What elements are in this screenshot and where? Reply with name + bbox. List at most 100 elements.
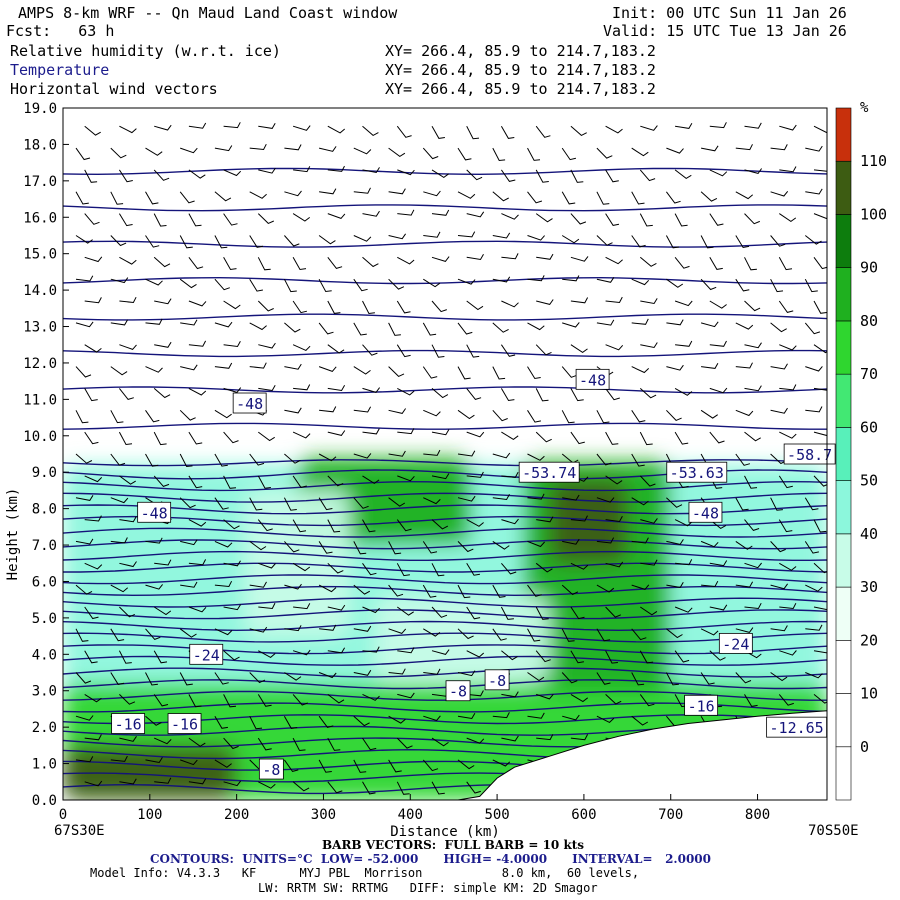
- wind-barb-479: [666, 319, 684, 326]
- wind-barb-563: [527, 235, 545, 241]
- wind-barb-594: [75, 191, 89, 205]
- wind-barb-498: [570, 297, 589, 304]
- wind-barb-161: [319, 624, 337, 631]
- contour-label-box-12: [258, 758, 284, 780]
- wind-barb-583: [466, 211, 485, 218]
- wind-barb-319: [466, 471, 484, 478]
- wind-barb-143: [466, 650, 485, 658]
- wind-barb-596: [145, 191, 159, 205]
- wind-barb-465: [180, 319, 198, 326]
- wind-barb-208: [422, 584, 437, 598]
- y-tick-label-12: 12.0: [23, 356, 57, 372]
- wind-barb-275: [466, 519, 484, 527]
- wind-barb-585: [535, 213, 553, 223]
- wind-barb-577: [257, 213, 274, 224]
- isotherm-22: [63, 527, 827, 538]
- isotherm-30: [63, 386, 827, 394]
- wind-barb-154: [75, 628, 89, 642]
- wind-barb-426: [353, 366, 371, 375]
- wind-barb-229: [396, 563, 410, 577]
- contour-label-12: -8: [262, 761, 280, 779]
- wind-barb-103: [605, 694, 622, 705]
- wind-barb-605: [457, 191, 476, 199]
- wind-barb-289: [179, 497, 196, 509]
- wind-barb-612: [700, 191, 718, 202]
- wind-barb-97: [397, 692, 415, 699]
- wind-barb-496: [501, 300, 519, 308]
- wind-barb-45: [119, 736, 137, 742]
- wind-barb-486: [154, 298, 172, 305]
- wind-barb-243: [110, 537, 128, 544]
- wind-barb-655: [666, 147, 684, 154]
- wind-barb-79: [527, 712, 545, 719]
- wind-barb-398: [153, 388, 171, 399]
- wind-barb-343: [527, 453, 545, 461]
- plot-frame: [62, 107, 828, 801]
- wind-barb-511: [249, 278, 263, 292]
- wind-barb-4: [223, 780, 242, 787]
- wind-barb-124: [561, 672, 578, 684]
- wind-barb-574: [153, 213, 167, 227]
- wind-barb-364: [501, 431, 519, 441]
- wind-barb-209: [457, 584, 471, 599]
- wind-barb-660: [84, 125, 101, 136]
- y-tick-label-5: 5.0: [32, 611, 57, 627]
- wind-barb-8: [362, 781, 376, 795]
- wind-barb-107: [744, 694, 758, 707]
- wind-barb-460: [779, 344, 797, 351]
- wind-barb-263: [804, 541, 819, 554]
- wind-barb-659: [805, 145, 823, 152]
- wind-barb-309: [119, 475, 136, 485]
- wind-barb-126: [631, 672, 645, 686]
- wind-barb-28: [283, 759, 299, 772]
- wind-barb-616: [84, 169, 98, 183]
- x-tick-label-6: 600: [571, 807, 596, 823]
- wind-barb-136: [223, 650, 240, 661]
- wind-barb-520: [562, 275, 580, 282]
- wind-barb-207: [388, 584, 404, 597]
- wind-barb-70: [214, 715, 228, 729]
- wind-barb-48: [223, 737, 239, 750]
- wind-barb-458: [709, 340, 727, 347]
- wind-barb-394: [770, 407, 788, 414]
- wind-barb-501: [674, 300, 693, 307]
- wind-barb-299: [527, 493, 545, 500]
- wind-barb-397: [119, 388, 134, 400]
- wind-barb-620: [223, 169, 242, 177]
- wind-barb-142: [431, 649, 450, 655]
- wind-barb-256: [562, 538, 580, 545]
- wind-barb-211: [527, 584, 542, 597]
- colorbar-band-10: [835, 214, 852, 268]
- wind-barb-420: [145, 366, 163, 373]
- wind-barb-654: [631, 147, 649, 157]
- wind-barb-357: [258, 431, 275, 442]
- wind-barb-58: [570, 734, 589, 741]
- wind-barb-160: [284, 625, 302, 632]
- wind-barb-669: [396, 125, 412, 138]
- wind-barb-582: [431, 209, 450, 216]
- wind-barb-352: [84, 431, 99, 445]
- wind-barb-187: [466, 606, 481, 620]
- wind-barb-536: [362, 256, 379, 268]
- wind-barb-631: [605, 169, 619, 183]
- wind-barb-261: [735, 540, 753, 550]
- wind-barb-617: [118, 169, 133, 183]
- wind-barb-155: [110, 628, 125, 642]
- y-tick-label-1: 1.0: [32, 757, 57, 773]
- wind-barb-220: [84, 562, 103, 570]
- wind-barb-329: [813, 475, 827, 487]
- wind-barb-189: [535, 606, 549, 620]
- wind-barb-589: [674, 213, 688, 227]
- wind-barb-2: [154, 777, 172, 784]
- wind-barb-481: [735, 322, 754, 330]
- wind-barb-487: [188, 300, 207, 307]
- isotherm-14: [63, 620, 827, 632]
- wind-barb-362: [431, 429, 450, 436]
- wind-barb-246: [214, 540, 233, 548]
- wind-barb-632: [639, 169, 656, 182]
- contour-label-box-1: [575, 368, 610, 390]
- wind-barb-508: [145, 278, 163, 286]
- contour-label-10: -16: [171, 716, 198, 734]
- wind-barb-608: [561, 191, 576, 205]
- wind-barb-195: [744, 602, 762, 610]
